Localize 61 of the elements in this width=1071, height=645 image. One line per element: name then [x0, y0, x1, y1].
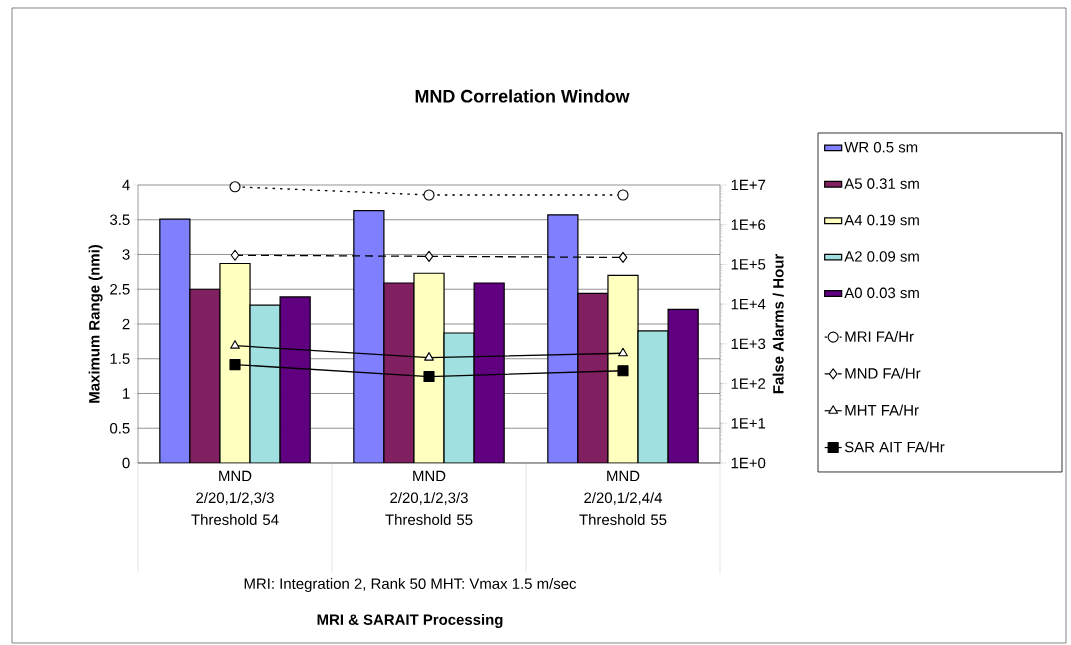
point: [617, 365, 629, 377]
point: [424, 250, 434, 262]
y-axis-title: Maximum Range (nmi): [88, 245, 103, 403]
legend-label: SAR AIT FA/Hr: [844, 441, 945, 453]
legend-label: A0 0.03 sm: [844, 287, 919, 299]
bar: [607, 274, 639, 463]
y-tick-label: 2: [122, 318, 130, 330]
x-tick-label: MND 2/20,1/2,4/4 Threshold 55: [579, 470, 667, 526]
x-tick-label: MND 2/20,1/2,3/3 Threshold 54: [191, 470, 279, 526]
point: [423, 189, 435, 201]
y-tick-label: 2.5: [110, 283, 130, 295]
legend-label: A2 0.09 sm: [844, 251, 919, 262]
point: [424, 352, 434, 361]
bar: [667, 308, 699, 463]
bar: [189, 288, 221, 463]
bar: [413, 272, 445, 463]
bar: [383, 282, 415, 463]
point: [230, 249, 240, 261]
y2-tick-label: 1E+1: [731, 418, 766, 429]
y2-tick-label: 1E+2: [731, 378, 766, 389]
point: [423, 371, 435, 383]
y2-axis-title: False Alarms / Hour: [772, 254, 784, 394]
y-tick-label: 1.5: [110, 353, 130, 364]
point: [618, 347, 628, 357]
bar: [443, 332, 475, 463]
y-tick-label: 0: [122, 457, 130, 469]
y2-tick-label: 1E+0: [731, 457, 766, 469]
point: [229, 181, 241, 193]
point: [230, 340, 240, 349]
legend-label: A4 0.19 sm: [844, 214, 919, 226]
y-tick-label: 1: [123, 388, 130, 399]
y2-tick-label: 1E+5: [731, 259, 766, 270]
legend-label: MHT FA/Hr: [845, 404, 919, 416]
bar: [637, 330, 669, 463]
point: [618, 251, 628, 263]
text: MRI & SARAIT Processing: [317, 613, 503, 628]
legend-label: A5 0.31 sm: [844, 178, 919, 189]
legend-label: WR 0.5 sm: [844, 141, 918, 153]
bar: [219, 262, 251, 463]
x-tick-label: MND 2/20,1/2,3/3 Threshold 55: [385, 470, 473, 526]
bar: [577, 292, 609, 463]
point: [617, 189, 629, 201]
legend-label: MND FA/Hr: [845, 367, 921, 379]
bar: [547, 214, 579, 463]
y2-tick-label: 1E+3: [731, 338, 766, 350]
legend-label: MRI FA/Hr: [845, 330, 914, 342]
y-tick-label: 0.5: [110, 422, 130, 434]
chart-title: MND Correlation Window: [415, 89, 630, 103]
text: MRI: Integration 2, Rank 50 MHT: Vmax 1.5 m/sec: [244, 578, 577, 592]
bar: [353, 210, 385, 463]
y2-tick-label: 1E+4: [731, 298, 766, 310]
point: [229, 359, 241, 371]
bar: [249, 304, 281, 463]
y-tick-label: 3: [122, 249, 130, 260]
bar: [279, 296, 311, 463]
y2-tick-label: 1E+6: [731, 219, 766, 230]
bar: [473, 282, 505, 463]
bar: [159, 218, 191, 463]
y-tick-label: 3.5: [110, 214, 130, 226]
y2-tick-label: 1E+7: [731, 179, 766, 191]
y-tick-label: 4: [122, 179, 130, 191]
